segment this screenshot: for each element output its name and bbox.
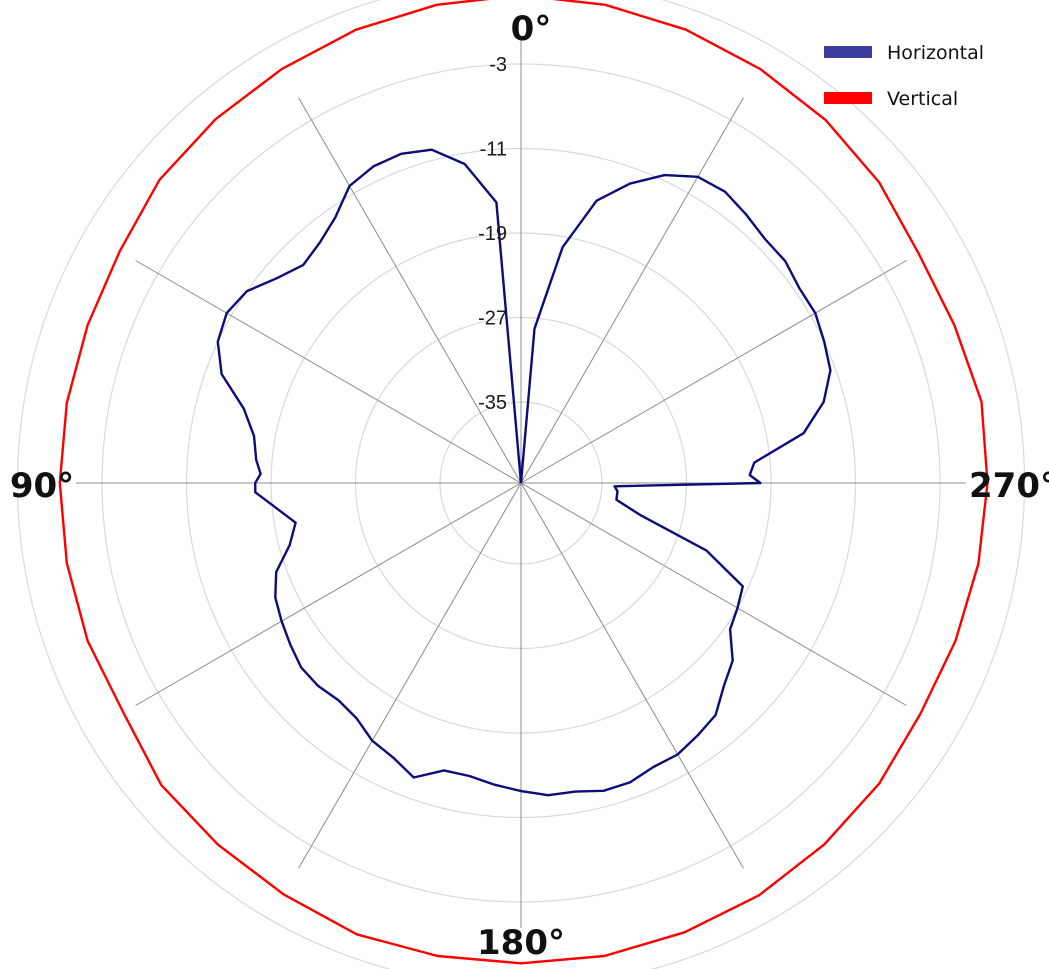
legend-label-horizontal: Horizontal	[887, 42, 984, 64]
legend-swatch-horizontal	[824, 46, 872, 58]
grid-spoke	[520, 482, 744, 869]
angle-label: 90°	[10, 466, 74, 506]
grid-spoke	[298, 482, 522, 869]
grid-spoke	[520, 482, 907, 706]
grid-spoke	[520, 97, 744, 484]
radial-tick-label: -35	[478, 392, 507, 414]
grid-spoke	[520, 260, 907, 484]
series-line-horizontal	[216, 148, 832, 797]
radial-tick-label: -11	[480, 139, 507, 161]
radial-tick-label: -19	[478, 223, 507, 245]
grid-spoke	[135, 260, 522, 484]
legend: Horizontal Vertical	[824, 42, 984, 110]
series-line-vertical	[58, 0, 989, 965]
radial-tick-label: -3	[489, 54, 507, 76]
angle-labels: 0° 90° 180° 270°	[10, 9, 1049, 963]
grid-spoke	[135, 482, 522, 706]
angle-label: 180°	[477, 923, 565, 963]
radial-tick-label: -27	[478, 308, 507, 330]
angle-label: 0°	[511, 9, 552, 49]
angular-grid-spokes	[76, 38, 966, 928]
legend-label-vertical: Vertical	[887, 88, 958, 110]
angle-label: 270°	[969, 466, 1049, 506]
series-layer	[58, 0, 989, 965]
grid-spoke	[298, 97, 522, 484]
radial-tick-labels: 5-3-11-19-27-35	[478, 54, 507, 414]
legend-swatch-vertical	[824, 92, 872, 104]
grid-ring	[17, 0, 1025, 969]
